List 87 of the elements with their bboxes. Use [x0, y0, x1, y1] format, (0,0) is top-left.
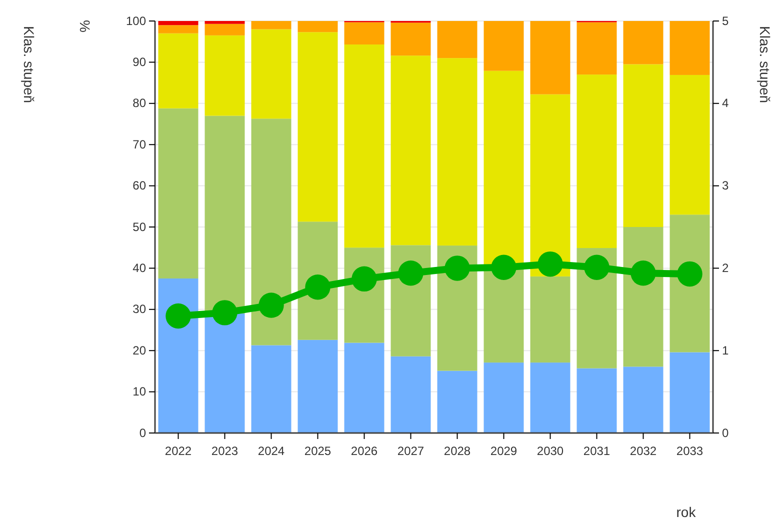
bar: [437, 58, 478, 246]
y2-tick-label: 4: [722, 96, 729, 110]
point: [258, 292, 284, 318]
y-tick-label: 0: [139, 426, 146, 440]
bar: [484, 362, 524, 433]
y-tick-label: 10: [132, 384, 146, 399]
x-tick-label: 2027: [397, 444, 424, 458]
bar: [344, 22, 384, 44]
bar: [670, 21, 710, 75]
point: [352, 266, 377, 292]
x-tick-label: 2031: [583, 444, 610, 458]
bar: [204, 21, 245, 24]
bar: [484, 268, 524, 363]
x-tick-label: 2030: [536, 444, 564, 458]
bar: [390, 356, 431, 433]
x-tick-label: 2028: [444, 444, 471, 458]
bar: [251, 21, 292, 30]
point: [491, 254, 516, 280]
point: [630, 260, 656, 286]
point: [398, 260, 424, 286]
y-tick-label: 50: [132, 220, 146, 234]
bar: [204, 314, 245, 433]
bar: [623, 366, 664, 433]
bar: [576, 74, 617, 248]
point: [677, 261, 702, 287]
x-tick-label: 2033: [676, 444, 704, 458]
x-tick-label: 2022: [164, 444, 192, 458]
bar: [670, 74, 710, 215]
bar: [670, 352, 710, 433]
bar: [576, 22, 617, 75]
bar: [158, 21, 198, 26]
y-tick-label: 100: [126, 14, 146, 28]
bar: [158, 108, 198, 278]
point: [584, 254, 610, 280]
point: [212, 300, 238, 326]
y2-tick-label: 5: [722, 14, 729, 28]
text: Klas. stupeň: [21, 26, 37, 104]
bar: [530, 21, 570, 94]
bar: [530, 276, 570, 363]
bar: [437, 370, 478, 433]
bar: [623, 64, 664, 227]
x-axis-title: rok: [676, 504, 697, 520]
bar: [204, 24, 245, 36]
bar: [298, 32, 338, 222]
point: [305, 274, 330, 300]
y-tick-label: 30: [132, 302, 146, 316]
y2-tick-label: 1: [722, 343, 729, 358]
y-tick-label: 60: [132, 178, 146, 193]
x-tick-label: 2026: [350, 444, 378, 458]
y2-tick-label: 0: [722, 426, 729, 440]
x-tick-label: 2032: [630, 444, 657, 458]
y2-tick-label: 2: [722, 261, 729, 276]
y2-tick-label: 3: [722, 178, 729, 193]
bar: [251, 29, 292, 119]
bar: [204, 116, 245, 314]
bar: [251, 118, 292, 346]
x-tick-label: 2023: [211, 444, 238, 458]
x-tick-label: 2024: [258, 444, 285, 458]
bar: [576, 368, 617, 433]
y-tick-label: 20: [132, 343, 146, 358]
y-tick-label: 70: [132, 137, 146, 152]
point: [444, 256, 470, 281]
bar: [298, 21, 338, 32]
y-tick-label: 80: [132, 96, 146, 110]
bar: [344, 44, 384, 248]
bar: [251, 345, 292, 433]
point: [166, 303, 191, 329]
bar: [530, 94, 570, 276]
bar: [390, 56, 431, 246]
bar: [484, 21, 524, 71]
bar: [623, 21, 664, 64]
bar: [158, 25, 198, 34]
bar: [344, 342, 384, 433]
bar: [158, 278, 198, 433]
y-axis-title: %: [77, 20, 93, 32]
bar: [298, 340, 338, 433]
bar: [204, 35, 245, 116]
bar: [437, 21, 478, 58]
bar: [158, 33, 198, 108]
y-tick-label: 90: [132, 55, 146, 70]
x-tick-label: 2025: [304, 444, 332, 458]
x-tick-label: 2029: [490, 444, 518, 458]
y2-axis-title: Klas. stupeň: [757, 26, 773, 104]
y-tick-label: 40: [132, 261, 146, 276]
bar: [390, 22, 431, 56]
point: [538, 251, 563, 277]
bar: [530, 362, 570, 433]
